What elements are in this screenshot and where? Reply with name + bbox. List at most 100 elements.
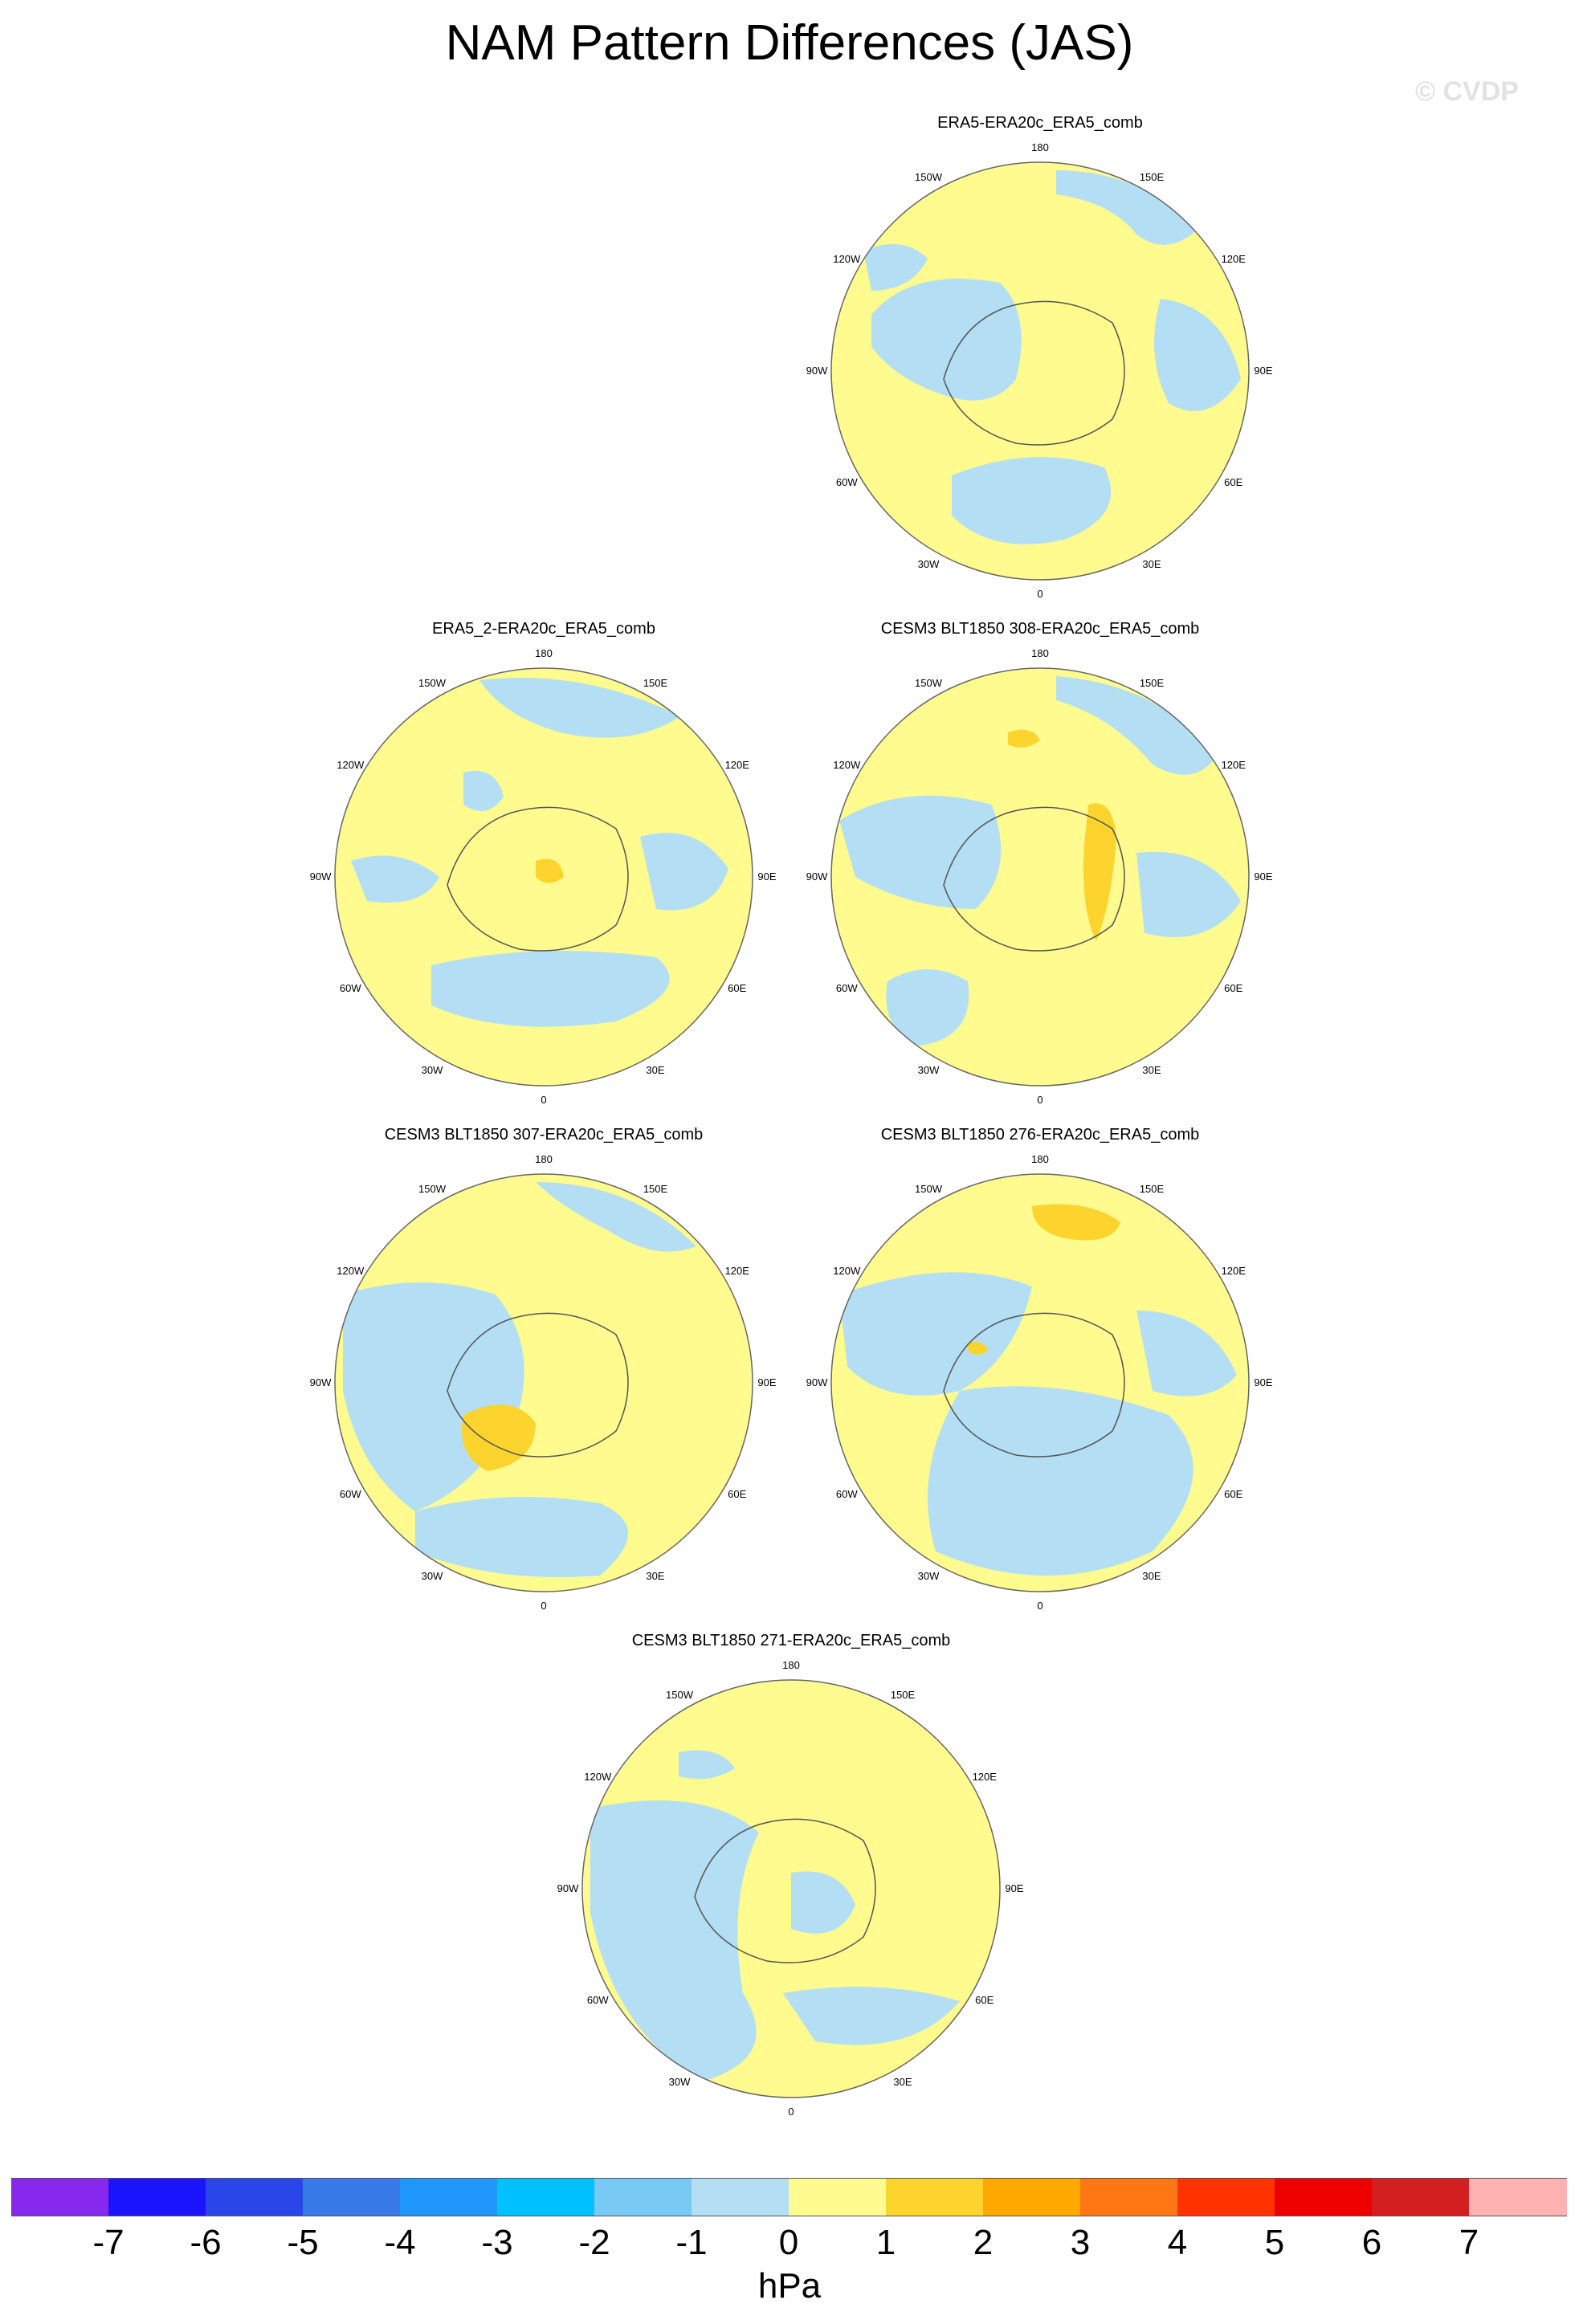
negative-anomaly-region xyxy=(952,457,1112,544)
positive-anomaly-region xyxy=(1083,803,1116,941)
map-panel-cesm3-308: CESM3 BLT1850 308-ERA20c_ERA5_comb 180 15… xyxy=(791,620,1289,1118)
longitude-label: 150W xyxy=(666,1689,694,1701)
longitude-label: 90W xyxy=(806,870,828,883)
colorbar-tick-label: 6 xyxy=(1361,2223,1382,2262)
longitude-label: 180 xyxy=(535,1153,553,1165)
longitude-label: 60W xyxy=(340,982,361,994)
longitude-label: 0 xyxy=(541,1094,546,1106)
negative-anomaly-region xyxy=(415,1497,628,1577)
longitude-label: 0 xyxy=(1037,1094,1042,1106)
colorbar-tick-label: -3 xyxy=(481,2223,513,2262)
longitude-label: 60W xyxy=(836,476,858,488)
negative-anomaly-region xyxy=(679,1750,735,1780)
longitude-label: 30W xyxy=(669,2076,691,2088)
longitude-label: 0 xyxy=(541,1600,546,1612)
map-panel-cesm3-307: CESM3 BLT1850 307-ERA20c_ERA5_comb 180 15… xyxy=(295,1126,793,1624)
longitude-label: 90W xyxy=(557,1882,579,1894)
coastline xyxy=(943,806,1125,952)
negative-anomaly-region xyxy=(886,969,969,1046)
colorbar-swatch xyxy=(886,2178,984,2216)
longitude-label: 60E xyxy=(728,982,746,994)
panel-title: CESM3 BLT1850 271-ERA20c_ERA5_comb xyxy=(631,1632,951,1649)
longitude-label: 120W xyxy=(337,759,365,771)
longitude-label: 120E xyxy=(725,1265,750,1277)
longitude-label: 180 xyxy=(1031,141,1049,153)
longitude-label: 120E xyxy=(1222,1265,1246,1277)
colorbar-swatch xyxy=(206,2178,304,2216)
longitude-label: 60E xyxy=(1224,1488,1242,1500)
coastline xyxy=(447,1312,629,1458)
negative-anomaly-region xyxy=(431,951,670,1027)
negative-anomaly-region xyxy=(536,1182,696,1252)
colorbar-swatch xyxy=(1177,2178,1275,2216)
longitude-label: 150E xyxy=(1140,677,1165,689)
longitude-label: 150W xyxy=(418,677,447,689)
longitude-label: 90E xyxy=(1254,870,1272,883)
longitude-label: 30E xyxy=(1142,558,1161,570)
negative-anomaly-region xyxy=(839,795,1002,909)
panel-title: CESM3 BLT1850 276-ERA20c_ERA5_comb xyxy=(880,1126,1200,1144)
panel-title: CESM3 BLT1850 308-ERA20c_ERA5_comb xyxy=(880,620,1200,638)
panel-title: ERA5_2-ERA20c_ERA5_comb xyxy=(432,620,655,638)
colorbar-tick-label: -6 xyxy=(190,2223,222,2262)
colorbar-tick-label: 1 xyxy=(875,2223,896,2262)
colorbar-swatch xyxy=(108,2178,206,2216)
colorbar-tick-label: 4 xyxy=(1167,2223,1188,2262)
colorbar-swatch xyxy=(400,2178,498,2216)
coastline xyxy=(447,806,629,952)
map-panel-cesm3-276: CESM3 BLT1850 276-ERA20c_ERA5_comb 180 15… xyxy=(791,1126,1289,1624)
negative-anomaly-region xyxy=(1136,851,1241,937)
coastline xyxy=(943,300,1125,446)
map-border xyxy=(830,1173,1250,1592)
longitude-label: 150E xyxy=(1140,1183,1165,1195)
colorbar-units: hPa xyxy=(757,2266,822,2306)
longitude-label: 30E xyxy=(1142,1570,1161,1582)
coastline xyxy=(943,1312,1125,1458)
panel-title: ERA5-ERA20c_ERA5_comb xyxy=(937,114,1143,132)
longitude-label: 30E xyxy=(646,1570,664,1582)
polar-map: 180 150E 120E 90E 60E 30E 0 30W 60W 90W 120W 150W xyxy=(806,1153,1273,1612)
map-border xyxy=(334,667,753,1087)
positive-anomaly-region xyxy=(536,858,564,883)
longitude-label: 30W xyxy=(918,1570,940,1582)
longitude-label: 90E xyxy=(1254,1376,1272,1388)
longitude-label: 30E xyxy=(646,1064,664,1076)
longitude-label: 30W xyxy=(918,1064,940,1076)
figure-title: NAM Pattern Differences (JAS) xyxy=(445,15,1134,71)
polar-map: 180 150E 120E 90E 60E 30E 0 30W 60W 90W 120W 150W xyxy=(806,141,1273,600)
longitude-label: 90E xyxy=(1005,1882,1023,1894)
map-border xyxy=(581,1679,1001,2098)
cvdp-watermark: © CVDP xyxy=(1415,76,1519,107)
colorbar-swatch xyxy=(1469,2178,1567,2216)
longitude-label: 60E xyxy=(975,1994,994,2006)
positive-anomaly-region xyxy=(968,1341,988,1355)
longitude-label: 150W xyxy=(915,1183,943,1195)
longitude-label: 30W xyxy=(422,1064,443,1076)
longitude-label: 120E xyxy=(973,1771,998,1783)
longitude-label: 120W xyxy=(833,1265,861,1277)
negative-anomaly-region xyxy=(463,771,504,811)
colorbar-tick-label: 0 xyxy=(778,2223,799,2262)
longitude-label: 120E xyxy=(1222,253,1246,265)
longitude-label: 150E xyxy=(643,1183,668,1195)
negative-anomaly-region xyxy=(1056,170,1201,245)
negative-anomaly-region xyxy=(871,279,1022,401)
longitude-label: 180 xyxy=(782,1659,800,1671)
positive-anomaly-region xyxy=(1032,1204,1120,1241)
negative-anomaly-region xyxy=(863,244,928,291)
longitude-label: 30E xyxy=(1142,1064,1161,1076)
longitude-label: 120E xyxy=(725,759,750,771)
longitude-label: 150E xyxy=(1140,171,1165,183)
colorbar-tick-label: -2 xyxy=(578,2223,610,2262)
longitude-label: 0 xyxy=(788,2106,794,2118)
longitude-label: 60W xyxy=(836,982,858,994)
longitude-label: 0 xyxy=(1037,1600,1042,1612)
longitude-label: 150W xyxy=(915,171,943,183)
negative-anomaly-region xyxy=(351,855,439,903)
longitude-label: 60E xyxy=(1224,982,1242,994)
longitude-label: 30W xyxy=(422,1570,443,1582)
colorbar-tick-label: -5 xyxy=(287,2223,319,2262)
polar-map: 180 150E 120E 90E 60E 30E 0 30W 60W 90W 120W 150W xyxy=(806,647,1273,1106)
polar-map: 180 150E 120E 90E 60E 30E 0 30W 60W 90W 120W 150W xyxy=(310,647,777,1106)
negative-anomaly-region xyxy=(590,1800,759,2081)
